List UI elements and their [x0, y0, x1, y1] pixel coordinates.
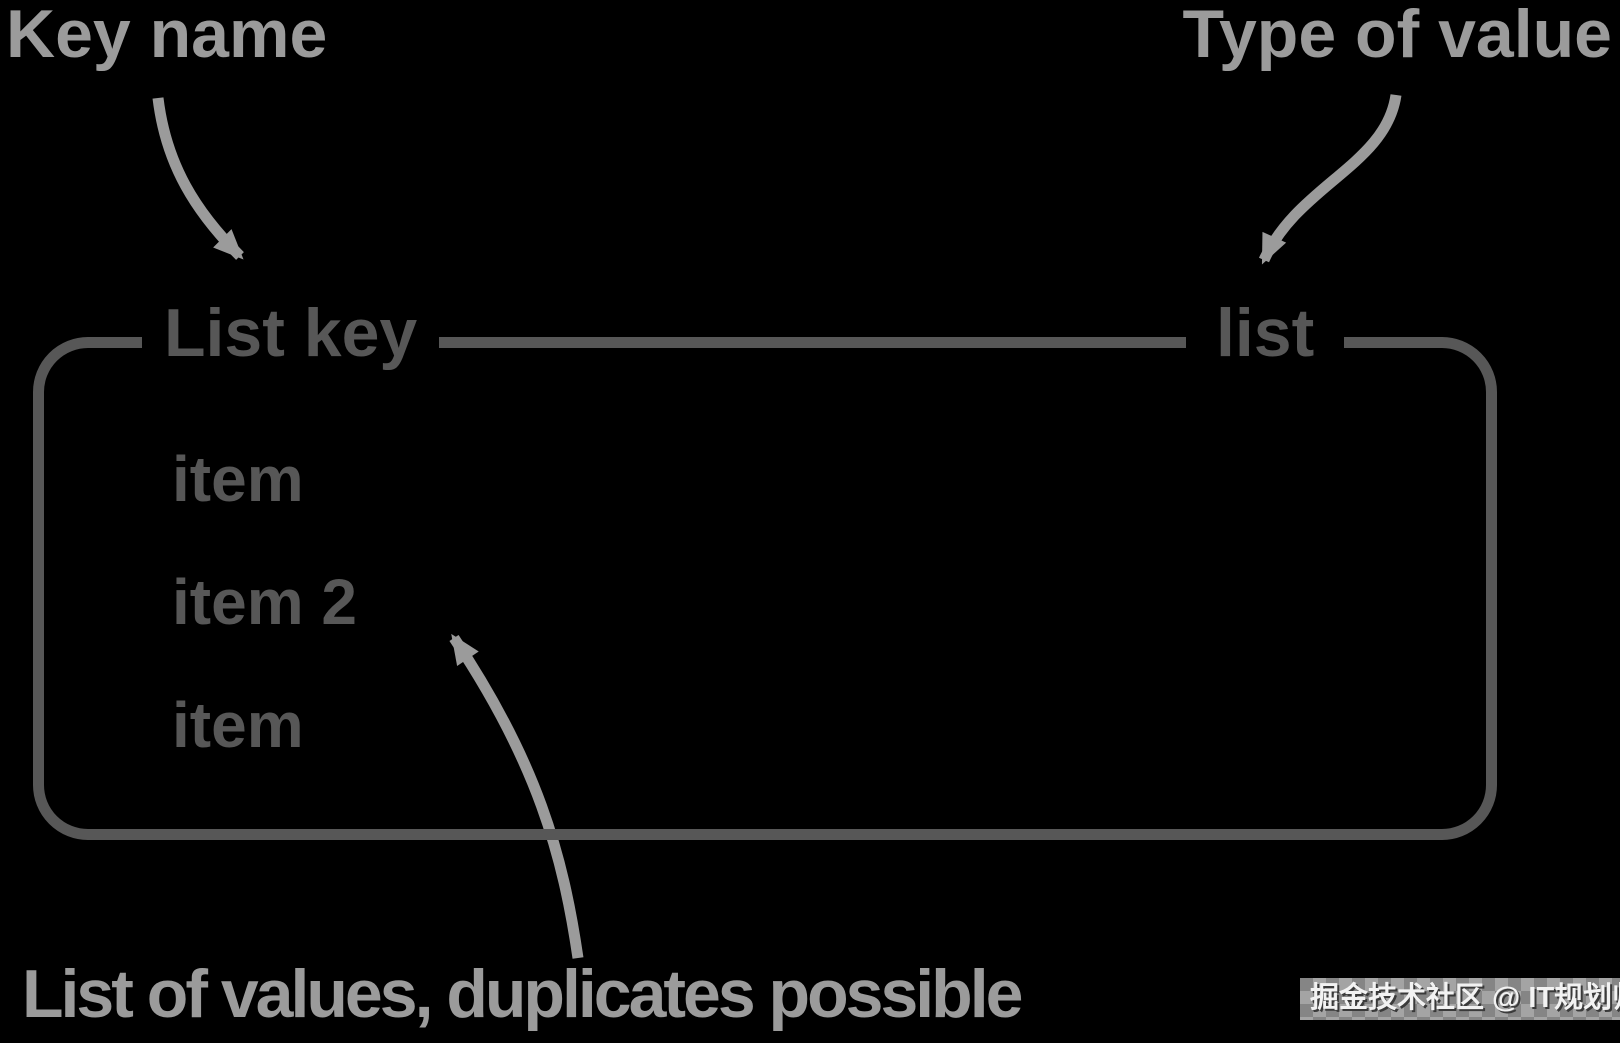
watermark-text: 掘金技术社区 @ IT规划师 [1310, 982, 1620, 1014]
type-of-value-arrow-icon [1258, 94, 1402, 265]
list-box [33, 337, 1497, 840]
list-item: item [172, 689, 304, 761]
value-type-label: list [1186, 299, 1345, 367]
key-name-label: Key name [6, 0, 328, 72]
list-item: item [172, 443, 304, 515]
list-items: item item 2 item [172, 447, 357, 757]
watermark: 掘金技术社区 @ IT规划师 [1300, 978, 1620, 1020]
list-key-label: List key [142, 299, 440, 367]
values-note-label: List of values, duplicates possible [22, 956, 1023, 1032]
type-of-value-label: Type of value [1182, 0, 1612, 72]
key-name-arrow-icon [152, 97, 244, 260]
list-item: item 2 [172, 566, 357, 638]
